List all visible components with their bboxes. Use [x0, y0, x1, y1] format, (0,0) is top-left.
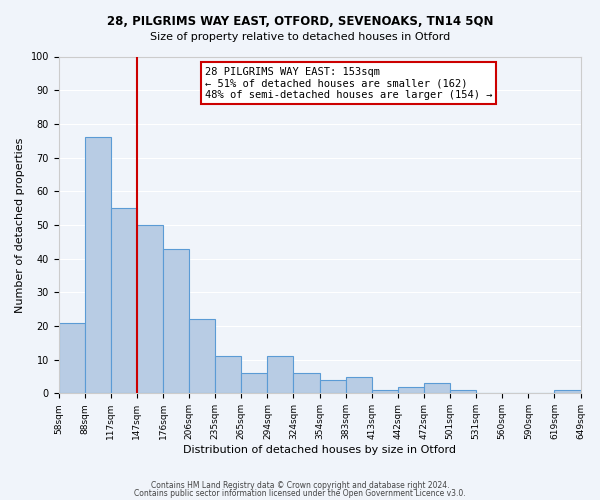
Bar — [137, 225, 163, 394]
Text: Size of property relative to detached houses in Otford: Size of property relative to detached ho… — [150, 32, 450, 42]
Bar — [372, 390, 398, 394]
Bar — [268, 356, 293, 394]
Bar — [424, 383, 450, 394]
Bar — [398, 386, 424, 394]
Text: Contains public sector information licensed under the Open Government Licence v3: Contains public sector information licen… — [134, 488, 466, 498]
Bar — [111, 208, 137, 394]
X-axis label: Distribution of detached houses by size in Otford: Distribution of detached houses by size … — [183, 445, 456, 455]
Y-axis label: Number of detached properties: Number of detached properties — [15, 137, 25, 312]
Text: 28, PILGRIMS WAY EAST, OTFORD, SEVENOAKS, TN14 5QN: 28, PILGRIMS WAY EAST, OTFORD, SEVENOAKS… — [107, 15, 493, 28]
Bar — [320, 380, 346, 394]
Text: 28 PILGRIMS WAY EAST: 153sqm
← 51% of detached houses are smaller (162)
48% of s: 28 PILGRIMS WAY EAST: 153sqm ← 51% of de… — [205, 66, 492, 100]
Bar — [215, 356, 241, 394]
Bar — [241, 373, 268, 394]
Bar — [346, 376, 372, 394]
Text: Contains HM Land Registry data © Crown copyright and database right 2024.: Contains HM Land Registry data © Crown c… — [151, 481, 449, 490]
Bar — [85, 138, 111, 394]
Bar — [554, 390, 581, 394]
Bar — [450, 390, 476, 394]
Bar — [189, 319, 215, 394]
Bar — [293, 373, 320, 394]
Bar — [163, 248, 189, 394]
Bar — [59, 322, 85, 394]
